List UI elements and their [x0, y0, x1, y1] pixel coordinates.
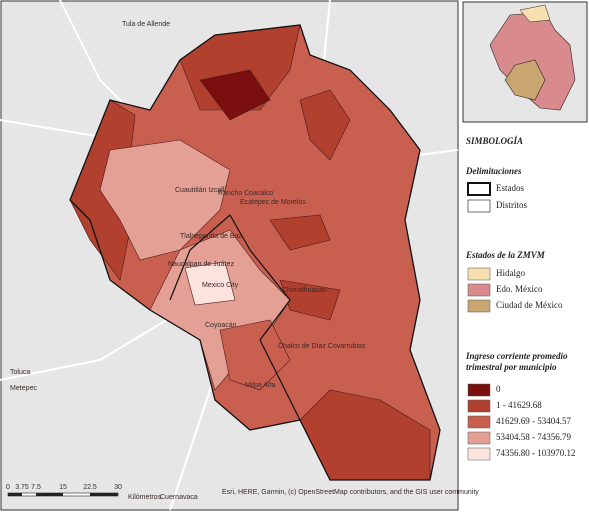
legend-swatch [467, 383, 491, 397]
legend-label: Ciudad de México [496, 300, 563, 310]
scale-tick-label: 3.75 [15, 484, 29, 491]
attribution: Esri, HERE, Garmin, (c) OpenStreetMap co… [222, 489, 479, 496]
scale-tick-label: 15 [59, 484, 67, 491]
place-label: Ecatepec de Morelos [240, 199, 306, 206]
place-label: Tula de Allende [122, 21, 170, 28]
legend-label: 0 [496, 384, 501, 394]
legend-swatch [467, 267, 491, 281]
legend-swatch [467, 299, 491, 313]
inset-cdmx [504, 59, 546, 101]
legend-swatch [467, 199, 491, 213]
legend-swatch [467, 399, 491, 413]
legend-heading: Ingreso corriente promedio trimestral por… [465, 351, 568, 372]
legend-label: Edo. México [496, 284, 543, 294]
scale-tick-label: 22.5 [83, 484, 97, 491]
place-label: Metepec [10, 385, 37, 392]
scale-bar [7, 492, 119, 497]
legend-label: Hidalgo [496, 268, 525, 278]
place-label: Chalco de Díaz Covarrubias [278, 343, 366, 350]
legend-label: 1 - 41629.68 [496, 400, 542, 410]
scale-ticks: 0 3.75 7.5 15 22.5 30 [6, 484, 122, 491]
legend-label: Distritos [496, 200, 528, 210]
legend-swatch [467, 182, 491, 196]
legend-label: 74356.80 - 103970.12 [496, 448, 576, 458]
place-label: Coyoacán [205, 322, 237, 329]
place-label: Rancho Coacalco [218, 190, 273, 197]
place-label: Toluca [10, 369, 30, 376]
legend-title: SIMBOLOGÍA [466, 136, 523, 146]
legend-label: Estados [496, 183, 524, 193]
legend-swatch [467, 283, 491, 297]
scale-unit: Kilómetros [128, 494, 162, 501]
place-label: Cuernavaca [160, 494, 198, 501]
place-label: Cuautitlán Izcalli [175, 187, 226, 194]
legend-swatch [467, 447, 491, 461]
state-border [69, 24, 441, 481]
legend-heading: Delimitaciones [465, 166, 522, 176]
legend: SIMBOLOGÍA Delimitaciones Estados Distritos… [465, 136, 576, 461]
cdmx-border [169, 214, 301, 421]
place-label: Chimalhuacán [282, 287, 327, 294]
inset-hidalgo [519, 4, 551, 23]
scale-tick-label: 0 [6, 484, 10, 491]
legend-heading: Estados de la ZMVM [465, 250, 546, 260]
place-label: Mexico City [202, 282, 239, 289]
legend-swatch [467, 415, 491, 429]
legend-label: 53404.58 - 74356.79 [496, 432, 571, 442]
legend-label: 41629.69 - 53404.57 [496, 416, 571, 426]
scale-tick-label: 30 [114, 484, 122, 491]
municipalities [69, 24, 441, 481]
place-label: Naucalpan de Juárez [168, 261, 235, 268]
place-label: Milpa Alta [245, 382, 275, 389]
scale-tick-label: 7.5 [31, 484, 41, 491]
place-labels: Tula de Allende Cuautitlán IzcalliRancho … [10, 21, 366, 501]
place-label: Tlalnepantla de Baz [180, 233, 242, 240]
legend-swatch [467, 431, 491, 445]
